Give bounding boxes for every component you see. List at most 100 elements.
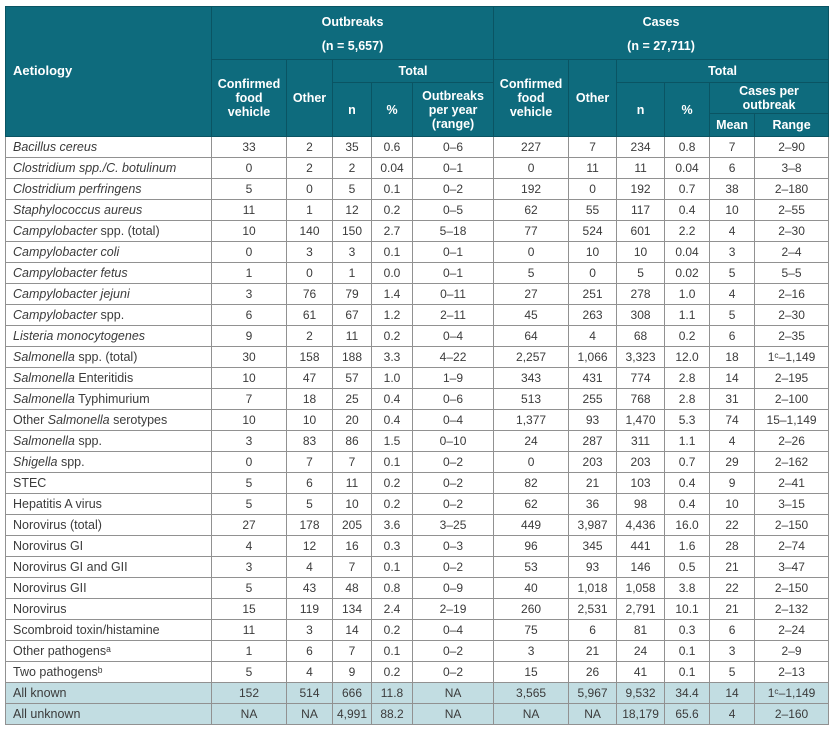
cell-cases_n: 601 bbox=[616, 220, 666, 242]
table-row: Campylobacter spp. 6 61 67 1.2 2–11 45 263 308 1.… bbox=[5, 304, 830, 326]
cell-outbreaks_confirmed_food_vehicle: 6 bbox=[211, 304, 287, 326]
cell-outbreaks_percent: 0.2 bbox=[371, 199, 413, 221]
cell-cases_confirmed_food_vehicle: 192 bbox=[493, 178, 570, 200]
cell-cases_other: 263 bbox=[568, 304, 618, 326]
column-header-outbreaks-percent: % bbox=[371, 82, 413, 137]
cell-cases_other: 431 bbox=[568, 367, 618, 389]
cell-cases_per_outbreak_range: 2–132 bbox=[754, 598, 830, 620]
cell-outbreaks_other: 6 bbox=[286, 640, 333, 662]
cell-outbreaks_other: 10 bbox=[286, 409, 333, 431]
cell-cases_percent: 65.6 bbox=[664, 703, 711, 725]
cell-outbreaks_n: 666 bbox=[332, 682, 372, 704]
cell-outbreaks_confirmed_food_vehicle: 15 bbox=[211, 598, 287, 620]
cell-outbreaks_confirmed_food_vehicle: 3 bbox=[211, 430, 287, 452]
cell-cases_percent: 2.8 bbox=[664, 367, 711, 389]
cell-cases_per_outbreak_mean: 5 bbox=[709, 661, 756, 683]
cell-outbreaks_percent: 0.4 bbox=[371, 388, 413, 410]
cell-cases_percent: 0.3 bbox=[664, 619, 711, 641]
aetiology-label: Scombroid toxin/histamine bbox=[5, 619, 212, 641]
cell-outbreaks_n: 11 bbox=[332, 325, 372, 347]
cell-outbreaks_percent: 0.2 bbox=[371, 472, 413, 494]
cell-cases_n: 311 bbox=[616, 430, 666, 452]
aetiology-label: Campylobacter jejuni bbox=[5, 283, 212, 305]
table-row: Norovirus (total) 27 178 205 3.6 3–25 449 3,987… bbox=[5, 514, 830, 536]
cell-outbreaks_confirmed_food_vehicle: 0 bbox=[211, 157, 287, 179]
aetiology-label: STEC bbox=[5, 472, 212, 494]
cell-cases_confirmed_food_vehicle: 24 bbox=[493, 430, 570, 452]
cell-outbreaks_other: 3 bbox=[286, 241, 333, 263]
aetiology-label: Salmonella Typhimurium bbox=[5, 388, 212, 410]
cell-cases_per_outbreak_mean: 6 bbox=[709, 157, 756, 179]
cell-outbreaks_n: 1 bbox=[332, 262, 372, 284]
cell-cases_per_outbreak_range: 2–55 bbox=[754, 199, 830, 221]
cell-cases_confirmed_food_vehicle: 82 bbox=[493, 472, 570, 494]
cell-outbreaks_confirmed_food_vehicle: 9 bbox=[211, 325, 287, 347]
cell-outbreaks_other: 7 bbox=[286, 451, 333, 473]
table-row: Other pathogensᵃ 1 6 7 0.1 0–2 3 21 24 0.1 3 2–9 bbox=[5, 640, 830, 662]
cell-outbreaks_other: 0 bbox=[286, 262, 333, 284]
cell-outbreaks_n: 67 bbox=[332, 304, 372, 326]
cell-outbreaks_n: 86 bbox=[332, 430, 372, 452]
cell-cases_confirmed_food_vehicle: 64 bbox=[493, 325, 570, 347]
aetiology-label: Salmonella Enteritidis bbox=[5, 367, 212, 389]
cell-outbreaks_percent: 0.2 bbox=[371, 619, 413, 641]
cell-cases_per_outbreak_mean: 22 bbox=[709, 514, 756, 536]
cell-cases_n: 117 bbox=[616, 199, 666, 221]
cell-outbreaks_confirmed_food_vehicle: 11 bbox=[211, 199, 287, 221]
cell-cases_per_outbreak_mean: 29 bbox=[709, 451, 756, 473]
aetiology-label: Other Salmonella serotypes bbox=[5, 409, 212, 431]
cell-cases_n: 768 bbox=[616, 388, 666, 410]
cell-outbreaks_other: 4 bbox=[286, 556, 333, 578]
cell-cases_other: 21 bbox=[568, 640, 618, 662]
aetiology-label: Campylobacter spp. bbox=[5, 304, 212, 326]
cell-cases_other: 203 bbox=[568, 451, 618, 473]
aetiology-label: Norovirus bbox=[5, 598, 212, 620]
cell-outbreaks_other: 18 bbox=[286, 388, 333, 410]
cell-outbreaks_n: 3 bbox=[332, 241, 372, 263]
cell-outbreaks_percent: 0.2 bbox=[371, 493, 413, 515]
cell-cases_other: 4 bbox=[568, 325, 618, 347]
cell-outbreaks_confirmed_food_vehicle: 11 bbox=[211, 619, 287, 641]
cell-cases_n: 146 bbox=[616, 556, 666, 578]
cell-cases_per_outbreak_mean: 7 bbox=[709, 136, 756, 158]
cell-outbreaks_n: 4,991 bbox=[332, 703, 372, 725]
cell-cases_n: 81 bbox=[616, 619, 666, 641]
cell-cases_percent: 10.1 bbox=[664, 598, 711, 620]
cell-cases_n: 9,532 bbox=[616, 682, 666, 704]
cell-outbreaks_n: 134 bbox=[332, 598, 372, 620]
cell-cases_per_outbreak_range: 2–30 bbox=[754, 220, 830, 242]
column-header-aetiology: Aetiology bbox=[5, 6, 212, 137]
cell-cases_other: 0 bbox=[568, 262, 618, 284]
cell-cases_n: 441 bbox=[616, 535, 666, 557]
cell-cases_other: 21 bbox=[568, 472, 618, 494]
table-row: Staphylococcus aureus 11 1 12 0.2 0–5 62 55 117 0… bbox=[5, 199, 830, 221]
cell-outbreaks_confirmed_food_vehicle: 30 bbox=[211, 346, 287, 368]
cell-cases_per_outbreak_range: 2–30 bbox=[754, 304, 830, 326]
cell-cases_confirmed_food_vehicle: 1,377 bbox=[493, 409, 570, 431]
cell-outbreaks_per_year_range: NA bbox=[411, 703, 495, 725]
cell-cases_per_outbreak_mean: 14 bbox=[709, 367, 756, 389]
cell-outbreaks_percent: 0.2 bbox=[371, 325, 413, 347]
cell-cases_n: 18,179 bbox=[616, 703, 666, 725]
cell-cases_percent: 1.0 bbox=[664, 283, 711, 305]
cell-cases_per_outbreak_mean: 4 bbox=[709, 283, 756, 305]
cell-cases_percent: 0.02 bbox=[664, 262, 711, 284]
table-row: Campylobacter fetus 1 0 1 0.0 0–1 5 0 5 0.02 5 5–5 bbox=[5, 262, 830, 284]
cell-cases_per_outbreak_mean: 22 bbox=[709, 577, 756, 599]
cell-cases_other: 26 bbox=[568, 661, 618, 683]
table-header: Aetiology Outbreaks (n = 5,657) Cases (n… bbox=[5, 6, 830, 137]
cell-cases_confirmed_food_vehicle: 45 bbox=[493, 304, 570, 326]
cell-outbreaks_other: 12 bbox=[286, 535, 333, 557]
table-row: Norovirus GII 5 43 48 0.8 0–9 40 1,018 1,058 3.8 2… bbox=[5, 577, 830, 599]
table-row: Clostridium perfringens 5 0 5 0.1 0–2 192 0 192 0… bbox=[5, 178, 830, 200]
cell-outbreaks_n: 2 bbox=[332, 157, 372, 179]
cell-outbreaks_n: 150 bbox=[332, 220, 372, 242]
cell-cases_n: 774 bbox=[616, 367, 666, 389]
cell-cases_confirmed_food_vehicle: 77 bbox=[493, 220, 570, 242]
cell-outbreaks_per_year_range: 0–4 bbox=[411, 325, 495, 347]
cell-outbreaks_per_year_range: 0–6 bbox=[411, 136, 495, 158]
cell-cases_other: 36 bbox=[568, 493, 618, 515]
cell-cases_confirmed_food_vehicle: 260 bbox=[493, 598, 570, 620]
cell-outbreaks_other: 514 bbox=[286, 682, 333, 704]
cell-cases_n: 5 bbox=[616, 262, 666, 284]
